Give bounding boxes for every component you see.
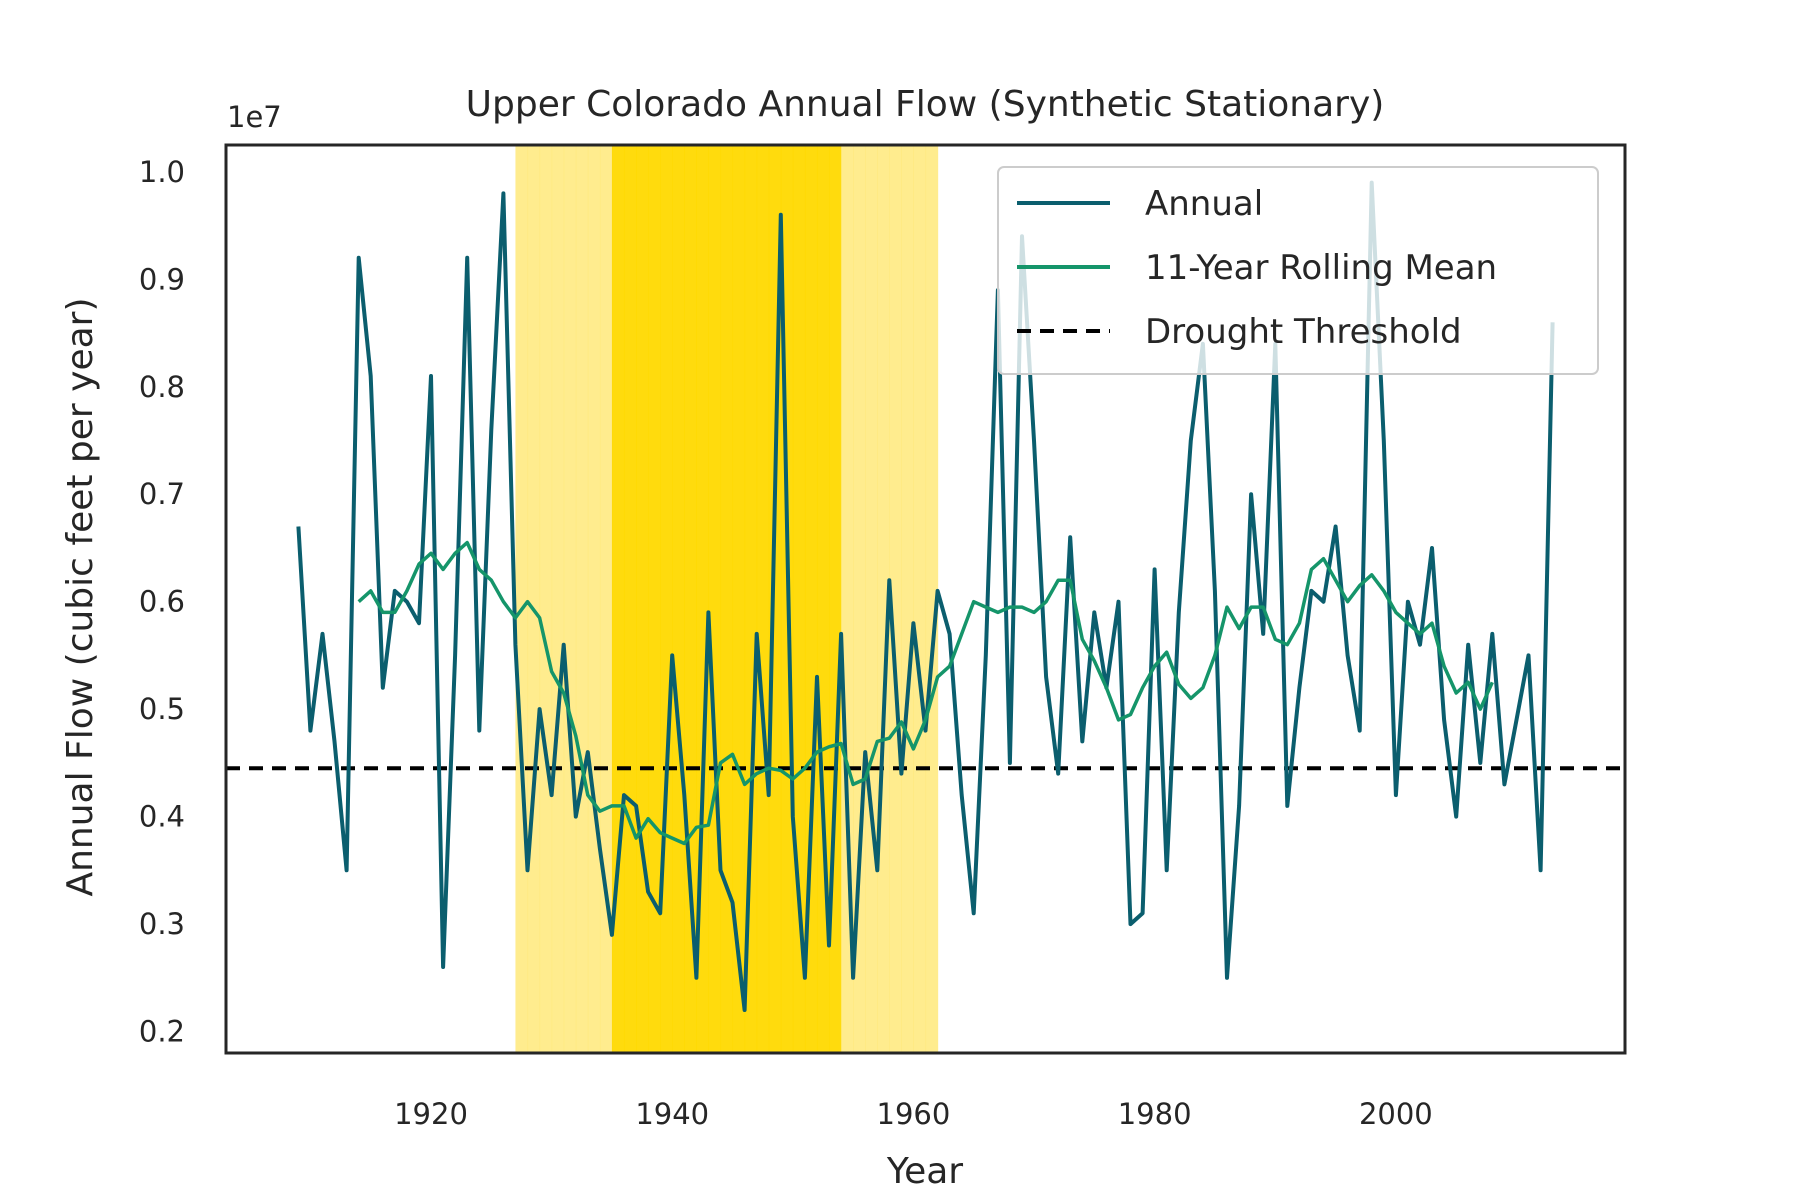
- x-axis: 1920 1940 1960 1980 2000: [394, 1097, 1433, 1131]
- y-tick-label: 0.9: [139, 262, 185, 296]
- drought-year-band: [575, 145, 589, 1053]
- drought-year-band: [660, 145, 673, 1053]
- chart-title: Upper Colorado Annual Flow (Synthetic St…: [466, 84, 1385, 125]
- y-axis-title: Annual Flow (cubic feet per year): [60, 297, 101, 896]
- rolling-mean-line: [357, 540, 1494, 846]
- drought-year-band: [756, 145, 770, 1053]
- drought-year-band: [515, 145, 529, 1053]
- plot-frame: [224, 143, 1627, 1055]
- drought-year-band: [720, 145, 734, 1053]
- y-tick-label: 0.2: [139, 1015, 185, 1049]
- y-offset-label: 1e7: [227, 100, 282, 134]
- legend-label-annual: Annual: [1145, 184, 1263, 224]
- drought-year-band: [913, 145, 927, 1053]
- drought-year-band: [865, 145, 878, 1053]
- drought-year-band: [804, 145, 818, 1053]
- y-tick-label: 1.0: [139, 155, 185, 189]
- drought-year-band: [744, 145, 758, 1053]
- drought-year-band: [732, 145, 746, 1053]
- annual-flow-line: [296, 180, 1555, 1012]
- drought-year-band: [539, 145, 553, 1053]
- drought-year-band: [563, 145, 577, 1053]
- drought-year-band: [623, 145, 637, 1053]
- drought-year-band: [901, 145, 915, 1053]
- y-tick-label: 0.4: [139, 800, 185, 834]
- x-tick-label: 1980: [1118, 1097, 1192, 1131]
- x-tick-label: 1960: [877, 1097, 951, 1131]
- y-tick-label: 0.5: [139, 692, 185, 726]
- drought-year-band: [925, 145, 939, 1053]
- drought-year-band: [792, 145, 806, 1053]
- y-axis: 0.2 0.3 0.4 0.5 0.6 0.7 0.8 0.9 1.0: [139, 155, 185, 1049]
- drought-year-band: [648, 145, 661, 1053]
- drought-year-band: [841, 145, 854, 1053]
- drought-band: [515, 145, 939, 1053]
- drought-year-band: [599, 145, 613, 1053]
- drought-year-band: [816, 145, 830, 1053]
- legend-label-rolling: 11-Year Rolling Mean: [1145, 248, 1497, 288]
- drought-year-band: [889, 145, 902, 1053]
- x-tick-label: 2000: [1359, 1097, 1433, 1131]
- y-tick-label: 0.8: [139, 370, 185, 404]
- y-tick-label: 0.7: [139, 477, 185, 511]
- y-tick-label: 0.6: [139, 585, 185, 619]
- y-tick-label: 0.3: [139, 907, 185, 941]
- legend-label-threshold: Drought Threshold: [1145, 312, 1462, 352]
- x-tick-label: 1940: [635, 1097, 709, 1131]
- drought-year-band: [587, 145, 601, 1053]
- x-axis-title: Year: [886, 1151, 963, 1192]
- legend: Annual 11-Year Rolling Mean Drought Thre…: [997, 166, 1599, 375]
- drought-year-band: [551, 145, 565, 1053]
- plot-lines: [226, 180, 1625, 1012]
- drought-year-band: [527, 145, 541, 1053]
- x-tick-label: 1920: [394, 1097, 468, 1131]
- drought-year-band: [672, 145, 685, 1053]
- legend-box: [997, 166, 1599, 375]
- drought-year-band: [636, 145, 649, 1053]
- drought-year-band: [708, 145, 722, 1053]
